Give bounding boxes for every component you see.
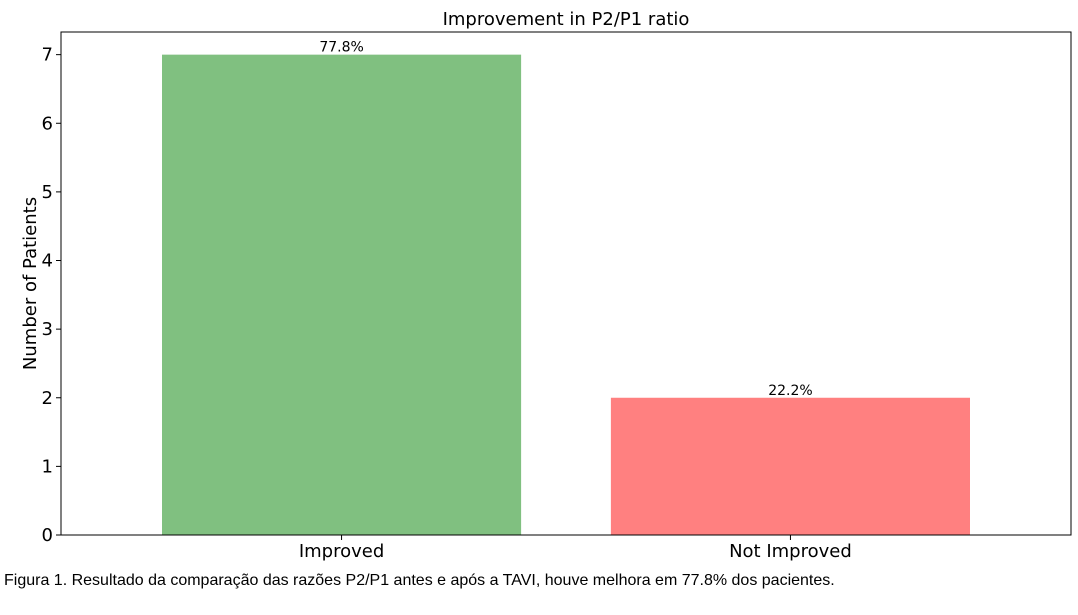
y-tick-label-5: 5 [42, 182, 53, 203]
figure-caption: Figura 1. Resultado da comparação das ra… [4, 572, 835, 589]
chart-title: Improvement in P2/P1 ratio [443, 9, 690, 30]
data-label-not-improved: 22.2% [768, 383, 812, 399]
x-tick-label-improved: Improved [299, 541, 384, 562]
y-tick-label-6: 6 [42, 113, 53, 134]
y-tick-label-2: 2 [42, 388, 53, 409]
bars-layer: 77.8% 22.2% [162, 40, 970, 535]
bar-not-improved [610, 397, 970, 535]
bar-chart: Improvement in P2/P1 ratio Number of Pat… [20, 9, 1072, 562]
y-axis-ticks: 0 1 2 3 4 5 6 7 [42, 45, 61, 546]
y-tick-label-3: 3 [42, 319, 53, 340]
y-tick-label-0: 0 [42, 525, 53, 546]
data-label-improved: 77.8% [319, 40, 363, 56]
x-tick-label-not-improved: Not Improved [729, 541, 852, 562]
x-axis-ticks: Improved Not Improved [299, 535, 852, 562]
y-tick-label-7: 7 [42, 45, 53, 66]
y-tick-label-1: 1 [42, 456, 53, 477]
plot-area-frame [60, 31, 1072, 536]
y-axis-label: Number of Patients [20, 197, 41, 370]
y-tick-label-4: 4 [42, 251, 53, 272]
bar-improved [162, 54, 522, 535]
